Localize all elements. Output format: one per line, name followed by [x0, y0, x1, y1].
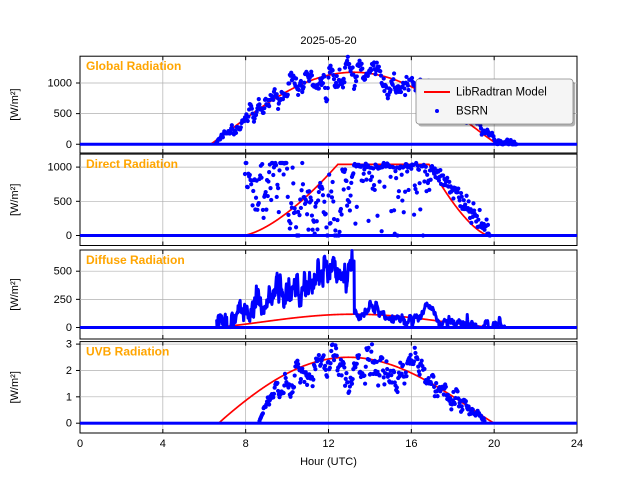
svg-text:[W/m²]: [W/m²]: [9, 184, 21, 216]
svg-text:4: 4: [160, 438, 166, 450]
svg-text:1000: 1000: [48, 162, 72, 174]
svg-text:250: 250: [54, 294, 72, 306]
svg-text:0: 0: [66, 418, 72, 430]
svg-text:2: 2: [66, 365, 72, 377]
svg-text:3: 3: [66, 339, 72, 351]
svg-text:20: 20: [488, 438, 500, 450]
svg-text:0: 0: [66, 230, 72, 242]
svg-text:UVB Radiation: UVB Radiation: [86, 345, 169, 359]
svg-text:0: 0: [66, 322, 72, 334]
svg-text:24: 24: [571, 438, 583, 450]
svg-text:1: 1: [66, 391, 72, 403]
svg-text:BSRN: BSRN: [456, 106, 488, 118]
svg-text:8: 8: [243, 438, 249, 450]
svg-text:Direct Radiation: Direct Radiation: [86, 157, 178, 171]
svg-text:500: 500: [54, 196, 72, 208]
svg-text:16: 16: [405, 438, 417, 450]
svg-text:0: 0: [66, 139, 72, 151]
svg-text:500: 500: [54, 266, 72, 278]
svg-text:LibRadtran Model: LibRadtran Model: [456, 87, 547, 99]
svg-text:2025-05-20: 2025-05-20: [300, 35, 356, 47]
svg-text:Global Radiation: Global Radiation: [86, 59, 181, 73]
svg-text:[W/m²]: [W/m²]: [9, 88, 21, 120]
svg-text:1000: 1000: [48, 78, 72, 90]
svg-text:Hour (UTC): Hour (UTC): [300, 456, 357, 468]
svg-text:Diffuse Radiation: Diffuse Radiation: [86, 253, 185, 267]
svg-text:12: 12: [322, 438, 334, 450]
svg-text:[W/m²]: [W/m²]: [9, 371, 21, 403]
svg-text:0: 0: [77, 438, 83, 450]
svg-text:500: 500: [54, 108, 72, 120]
svg-text:[W/m²]: [W/m²]: [9, 278, 21, 310]
